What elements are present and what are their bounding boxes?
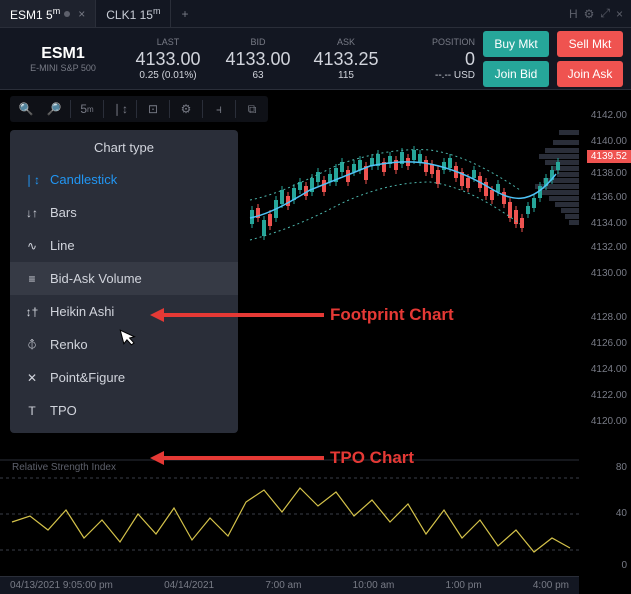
chart-type-candlestick-icon: ❘↕	[24, 173, 40, 187]
interval-button[interactable]: 5m	[73, 97, 101, 121]
price-tick: 4124.00	[591, 364, 627, 375]
join-ask-button[interactable]: Join Ask	[557, 61, 623, 87]
menu-item-label: Heikin Ashi	[50, 304, 114, 319]
menu-item-line[interactable]: ∿ Line	[10, 229, 238, 262]
tabs-right-controls: H ⚙ ⤢ ×	[569, 6, 631, 21]
position-col: POSITION 0 --.-- USD	[405, 37, 475, 81]
menu-item-renko[interactable]: ⦽ Renko	[10, 328, 238, 361]
menu-item-label: Renko	[50, 337, 88, 352]
menu-title: Chart type	[10, 130, 238, 163]
price-tick: 4140.00	[591, 136, 627, 147]
menu-item-label: TPO	[50, 403, 77, 418]
chart-type-menu: Chart type ❘↕ Candlestick ↓↑ Bars ∿ Line ≡ Bid-…	[10, 130, 238, 433]
menu-item-heikin-ashi[interactable]: ↕† Heikin Ashi	[10, 295, 238, 328]
compare-icon[interactable]: ⧉	[238, 97, 266, 121]
quote-header: ESM1 E-MINI S&P 500 LAST 4133.00 0.25 (0…	[0, 28, 631, 90]
chart-type-renko-icon: ⦽	[24, 337, 40, 352]
buy-mkt-button[interactable]: Buy Mkt	[483, 31, 549, 57]
price-tick: 4136.00	[591, 192, 627, 203]
menu-item-tpo[interactable]: T TPO	[10, 394, 238, 427]
tab-esm1[interactable]: ESM1 5m ×	[0, 0, 96, 27]
rsi-tick: 40	[616, 508, 627, 519]
menu-item-label: Line	[50, 238, 75, 253]
chart-type-icon[interactable]: ❘↕	[106, 97, 134, 121]
chart-type-point-figure-icon: ✕	[24, 371, 40, 385]
time-tick: 04/13/2021 9:05:00 pm	[10, 580, 113, 591]
price-tick: 4138.00	[591, 168, 627, 179]
price-tick: 4132.00	[591, 242, 627, 253]
price-tick: 4122.00	[591, 390, 627, 401]
settings-icon[interactable]: ⚙	[172, 97, 200, 121]
rsi-label: Relative Strength Index	[12, 462, 116, 473]
buy-buttons: Buy Mkt Join Bid	[483, 31, 549, 87]
time-tick: 04/14/2021	[164, 580, 214, 591]
ask-col: ASK 4133.25 115	[306, 37, 386, 81]
tab-add-button[interactable]: +	[171, 7, 198, 21]
time-tick: 7:00 am	[265, 580, 301, 591]
tab-status-dot	[64, 11, 70, 17]
bid-col: BID 4133.00 63	[218, 37, 298, 81]
join-bid-button[interactable]: Join Bid	[483, 61, 549, 87]
menu-item-label: Bars	[50, 205, 77, 220]
menu-item-label: Bid-Ask Volume	[50, 271, 142, 286]
chart-type-heikin-ashi-icon: ↕†	[24, 305, 40, 319]
price-tick: 4130.00	[591, 268, 627, 279]
price-tick: 4126.00	[591, 338, 627, 349]
close-panel-icon[interactable]: ×	[616, 7, 623, 21]
symbol-block: ESM1 E-MINI S&P 500	[8, 45, 118, 73]
crosshair-icon[interactable]: ⊡	[139, 97, 167, 121]
menu-item-bid-ask-volume[interactable]: ≡ Bid-Ask Volume	[10, 262, 238, 295]
price-tick: 4128.00	[591, 312, 627, 323]
menu-item-point-figure[interactable]: ✕ Point&Figure	[10, 361, 238, 394]
last-col: LAST 4133.00 0.25 (0.01%)	[126, 37, 210, 81]
zoom-out-icon[interactable]: 🔎	[40, 97, 68, 121]
gear-icon[interactable]: ⚙	[584, 7, 595, 21]
price-tick: 4142.00	[591, 110, 627, 121]
tab-clk1[interactable]: CLK1 15m	[96, 0, 171, 27]
chart-type-bid-ask-volume-icon: ≡	[24, 272, 40, 286]
sell-buttons: Sell Mkt Join Ask	[557, 31, 623, 87]
symbol: ESM1	[8, 45, 118, 63]
menu-item-bars[interactable]: ↓↑ Bars	[10, 196, 238, 229]
chart-type-bars-icon: ↓↑	[24, 206, 40, 220]
time-tick: 10:00 am	[353, 580, 395, 591]
zoom-in-icon[interactable]: 🔍	[12, 97, 40, 121]
price-tick: 4134.00	[591, 218, 627, 229]
menu-item-candlestick[interactable]: ❘↕ Candlestick	[10, 163, 238, 196]
sell-mkt-button[interactable]: Sell Mkt	[557, 31, 623, 57]
rsi-tick: 80	[616, 462, 627, 473]
close-icon[interactable]: ×	[78, 7, 85, 21]
indicators-icon[interactable]: ⫞	[205, 97, 233, 121]
price-tick: 4120.00	[591, 416, 627, 427]
time-axis[interactable]: 04/13/2021 9:05:00 pm 04/14/2021 7:00 am 10…	[0, 576, 579, 594]
symbol-desc: E-MINI S&P 500	[8, 63, 118, 73]
header-letter-icon[interactable]: H	[569, 7, 578, 21]
menu-item-label: Point&Figure	[50, 370, 125, 385]
current-price-label: 4139.52	[587, 150, 631, 163]
price-axis[interactable]: 4142.00 4140.00 4138.00 4136.00 4134.00 4132.…	[579, 90, 631, 594]
chart-type-line-icon: ∿	[24, 239, 40, 253]
time-tick: 4:00 pm	[533, 580, 569, 591]
chart-type-tpo-icon: T	[24, 404, 40, 418]
tab-bar: ESM1 5m × CLK1 15m + H ⚙ ⤢ ×	[0, 0, 631, 28]
expand-icon[interactable]: ⤢	[600, 6, 610, 21]
time-tick: 1:00 pm	[446, 580, 482, 591]
chart-toolbar: 🔍 🔎 5m ❘↕ ⊡ ⚙ ⫞ ⧉	[10, 96, 268, 122]
menu-item-label: Candlestick	[50, 172, 117, 187]
rsi-tick: 0	[621, 560, 627, 571]
